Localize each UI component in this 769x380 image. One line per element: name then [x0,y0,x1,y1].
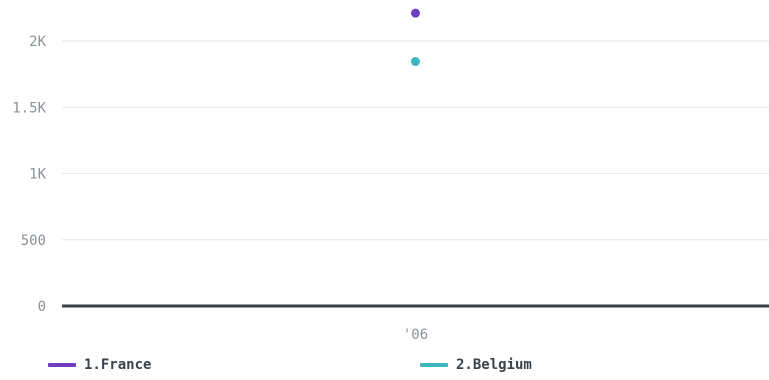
y-tick-label: 2K [29,34,46,50]
y-tick-label: 1K [29,167,46,183]
y-tick-label: 500 [21,233,46,249]
legend-label-belgium: 2.Belgium [456,357,532,373]
data-points [411,8,420,67]
legend-label-france: 1.France [84,357,152,373]
y-gridlines [62,40,769,241]
legend-swatch-belgium [420,363,448,367]
legend-swatch-france [48,363,76,367]
x-axis-ticks: '06 [403,327,428,343]
x-tick-label: '06 [403,327,428,343]
legend-item-france[interactable]: 1.France [48,357,151,373]
data-point-belgium[interactable] [411,57,420,67]
y-axis-ticks: 0 500 1K 1.5K 2K [12,34,46,315]
y-tick-label: 0 [38,299,46,315]
data-point-france[interactable] [411,8,420,18]
legend-item-belgium[interactable]: 2.Belgium [420,357,532,373]
y-tick-label: 1.5K [12,100,46,116]
